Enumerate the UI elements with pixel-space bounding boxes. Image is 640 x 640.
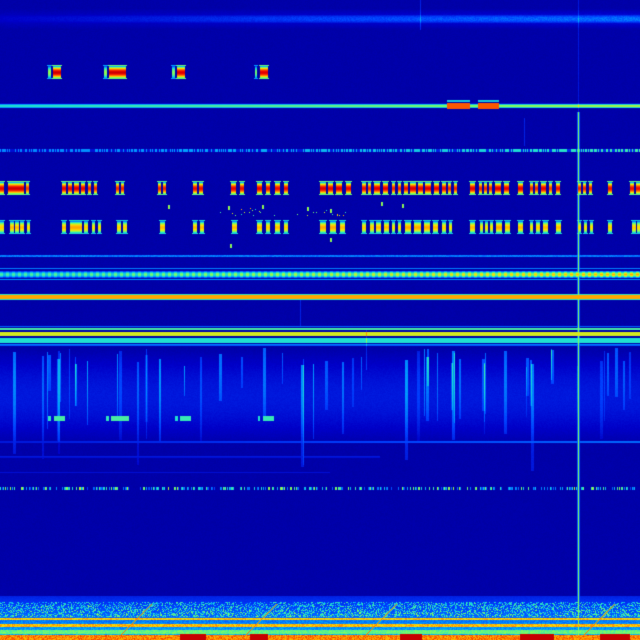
spectrogram-viewer[interactable]: RF Spectrogram Waterfall (0, 0, 640, 640)
spectrogram-canvas[interactable] (0, 0, 640, 640)
